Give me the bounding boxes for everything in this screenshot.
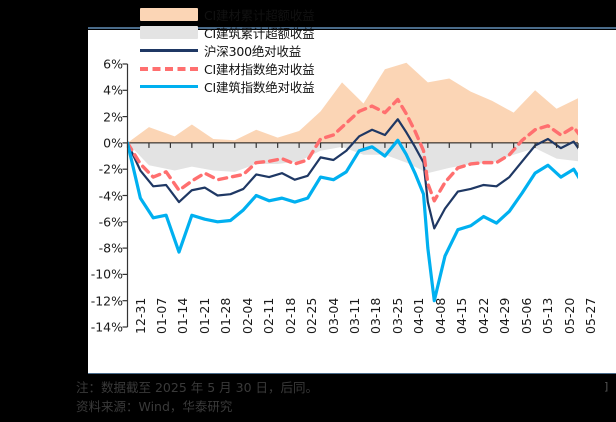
x-axis-tick-label: 12-31 xyxy=(132,297,148,334)
y-axis-tick-label: -6% xyxy=(98,214,123,230)
x-axis-tick-label: 01-07 xyxy=(153,297,169,334)
y-axis-tick-label: 2% xyxy=(103,109,123,125)
y-axis-tick-labels: 6% 4% 2% 0% -2% -4% -6% -8% -10% -12% -14% xyxy=(90,0,123,422)
legend-swatch-icon xyxy=(140,62,198,75)
y-axis-tick-label: -8% xyxy=(98,240,123,256)
y-axis-tick-label: 0% xyxy=(103,135,123,151)
y-axis-tick-label: -12% xyxy=(90,293,123,309)
panel-bottom-rule xyxy=(88,372,616,374)
legend-item-label: CI建筑指数绝对收益 xyxy=(204,80,315,95)
x-axis-tick-label: 03-04 xyxy=(325,297,341,334)
edge-partial-glyph: ] xyxy=(604,380,609,393)
y-axis-tick-label: 4% xyxy=(103,82,123,98)
x-axis-tick-label: 04-29 xyxy=(497,297,513,334)
x-axis-tick-label: 01-21 xyxy=(196,297,212,334)
y-axis-tick-label: -4% xyxy=(98,188,123,203)
legend-swatch-icon xyxy=(140,8,198,21)
y-axis-tick-label: -14% xyxy=(90,319,123,335)
y-axis-tick-label: 6% xyxy=(103,56,123,72)
legend-item-label: CI建材指数绝对收益 xyxy=(204,62,315,77)
legend-swatch-icon xyxy=(140,80,198,93)
x-axis-tick-label: 03-25 xyxy=(389,297,405,334)
legend-item-label: CI建材累计超额收益 xyxy=(204,8,315,23)
legend-swatch-icon xyxy=(140,26,198,39)
legend-item: CI建筑指数绝对收益 xyxy=(140,78,315,95)
x-axis-tick-label: 05-20 xyxy=(561,297,577,334)
x-axis-tick-label: 04-01 xyxy=(411,297,427,334)
legend-item: 沪深300绝对收益 xyxy=(140,42,314,59)
legend-item: CI建材指数绝对收益 xyxy=(140,60,315,77)
y-axis-tick-label: -10% xyxy=(90,266,123,282)
x-axis-tick-label: 04-22 xyxy=(475,297,491,334)
x-axis-tick-label: 05-06 xyxy=(518,297,534,334)
chart-legend: CI建材累计超额收益 CI建筑累计超额收益 沪深300绝对收益 CI建材指数绝对收益 C… xyxy=(140,6,315,95)
panel-top-rule xyxy=(88,27,616,29)
footnote-source: 资料来源：Wind，华泰研究 xyxy=(76,399,233,414)
legend-item: CI建筑累计超额收益 xyxy=(140,24,315,41)
x-axis-tick-label: 03-18 xyxy=(368,297,384,334)
x-axis-tick-label: 05-13 xyxy=(540,297,556,334)
x-axis-tick-label: 02-11 xyxy=(261,297,277,334)
x-axis-tick-label: 05-27 xyxy=(583,297,598,334)
x-axis-tick-label: 02-25 xyxy=(304,297,320,334)
footnote-note: 注：数据截至 2025 年 5 月 30 日，后同。 xyxy=(76,380,319,395)
x-axis-tick-label: 01-28 xyxy=(218,297,234,334)
x-axis-tick-label: 04-15 xyxy=(454,297,470,334)
legend-item-label: CI建筑累计超额收益 xyxy=(204,26,315,41)
legend-swatch-icon xyxy=(140,44,198,57)
x-axis-tick-label: 02-04 xyxy=(239,297,255,334)
legend-item-label: 沪深300绝对收益 xyxy=(204,44,302,59)
y-axis-tick-label: -2% xyxy=(98,161,123,177)
x-axis-tick-label: 04-08 xyxy=(432,297,448,334)
x-axis-tick-label: 01-14 xyxy=(175,297,191,334)
chart-footnotes: 注：数据截至 2025 年 5 月 30 日，后同。 资料来源：Wind，华泰研… xyxy=(76,378,318,416)
legend-item: CI建材累计超额收益 xyxy=(140,6,315,23)
x-axis-tick-label: 03-11 xyxy=(347,297,363,334)
x-axis-tick-label: 02-18 xyxy=(282,297,298,334)
